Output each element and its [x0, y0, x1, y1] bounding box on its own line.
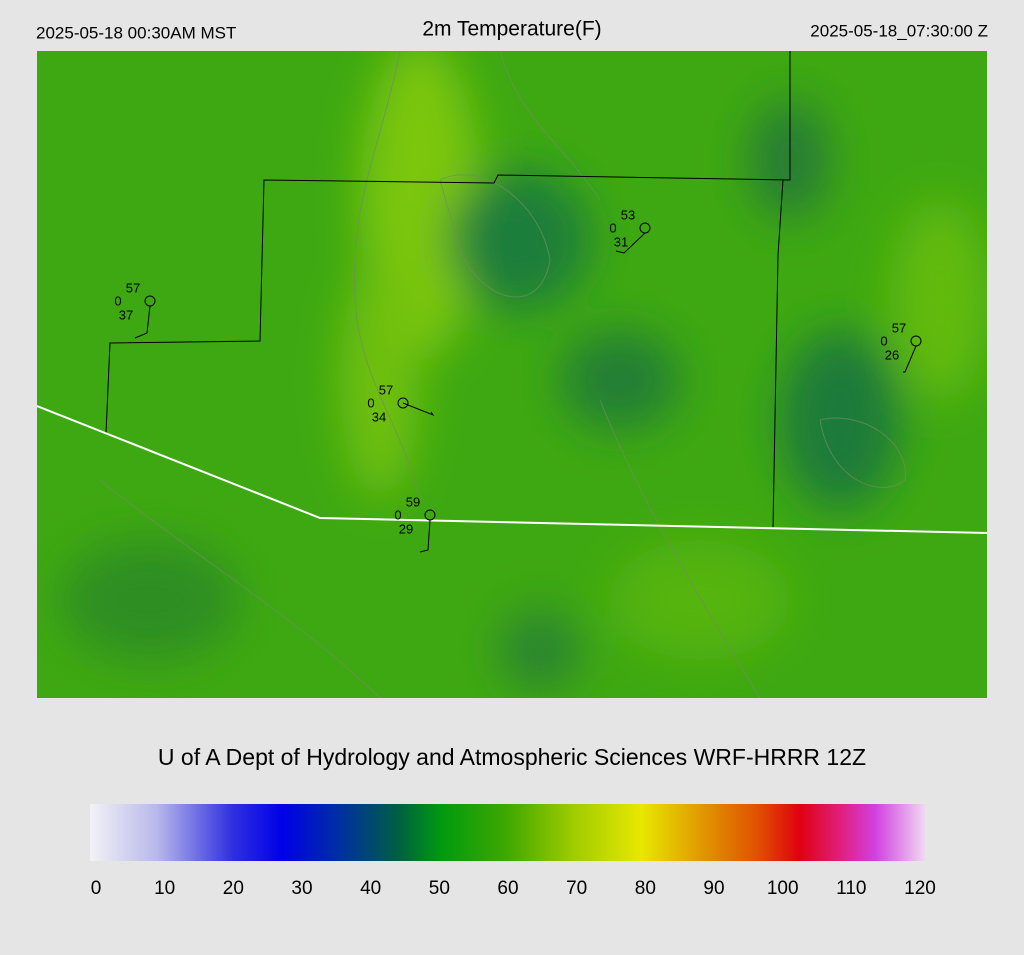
- colorbar-tick-label: 90: [703, 878, 724, 899]
- colorbar-tick-label: 80: [635, 878, 656, 899]
- wind-barb: [402, 402, 435, 417]
- colorbar-tick-label: 40: [360, 878, 381, 899]
- station-value: 0: [880, 333, 887, 348]
- wind-barb: [615, 232, 646, 254]
- colorbar-tick-label: 120: [904, 878, 936, 899]
- wind-barb: [134, 305, 151, 339]
- wind-barb: [419, 519, 431, 553]
- colorbar-tick-label: 70: [566, 878, 587, 899]
- colorbar-tick-label: 10: [154, 878, 175, 899]
- utc-time: 2025-05-18_07:30:00 Z: [810, 21, 988, 40]
- station-dewpoint: 37: [119, 307, 133, 322]
- wind-barb: [903, 345, 917, 373]
- station-value: 0: [114, 293, 121, 308]
- station-value: 0: [367, 395, 374, 410]
- colorbar-tick-label: 20: [223, 878, 244, 899]
- station-temperature: 53: [621, 207, 635, 222]
- colorbar-tick-label: 60: [497, 878, 518, 899]
- station-dewpoint: 34: [372, 409, 386, 424]
- colorbar: [90, 804, 925, 861]
- station-value: 0: [394, 507, 401, 522]
- colorbar-tick-label: 100: [767, 878, 799, 899]
- colorbar-tick-label: 50: [429, 878, 450, 899]
- colorbar-tick-label: 0: [91, 878, 102, 899]
- footer: U of A Dept of Hydrology and Atmospheric…: [158, 744, 866, 770]
- station-circle: [397, 397, 409, 409]
- colorbar-tick-label: 30: [291, 878, 312, 899]
- station-value: 0: [609, 220, 616, 235]
- station-temperature: 57: [126, 280, 140, 295]
- station-temperature: 59: [406, 494, 420, 509]
- station-dewpoint: 26: [885, 347, 899, 362]
- station-dewpoint: 31: [614, 234, 628, 249]
- colorbar-tick-label: 110: [836, 878, 866, 899]
- station-dewpoint: 29: [399, 521, 413, 536]
- station-temperature: 57: [379, 382, 393, 397]
- station-temperature: 57: [892, 320, 906, 335]
- colorbar-ticks: 0 10 20 30 40 50 60 70 80 90 100 110 120: [91, 878, 936, 899]
- local-time: 2025-05-18 00:30AM MST: [36, 23, 236, 42]
- title: 2m Temperature(F): [422, 18, 601, 41]
